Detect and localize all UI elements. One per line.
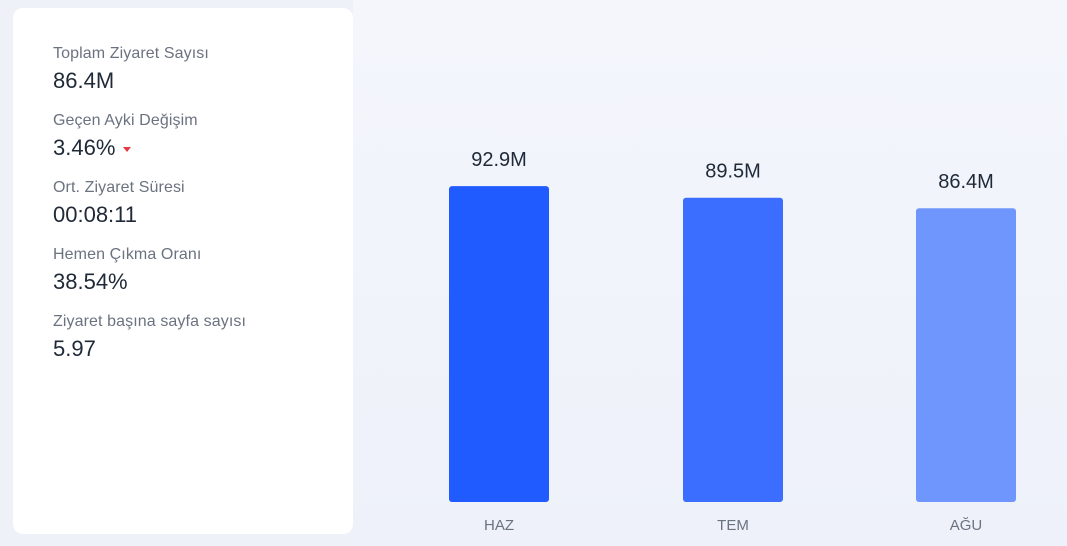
stat-value: 00:08:11 — [53, 200, 353, 230]
stat-label: Hemen Çıkma Oranı — [53, 246, 202, 263]
stat-monthly-change: Geçen Ayki Değişim 3.46% — [53, 111, 353, 163]
stat-label: Ort. Ziyaret Süresi — [53, 179, 185, 196]
stat-value: 38.54% — [53, 267, 353, 297]
stat-value-text: 86.4M — [53, 68, 115, 93]
stat-value-text: 5.97 — [53, 336, 96, 361]
stat-value-text: 38.54% — [53, 269, 128, 294]
stat-value: 5.97 — [53, 334, 353, 364]
stat-label: Ziyaret başına sayfa sayısı — [53, 313, 247, 330]
stat-pages-per-visit: Ziyaret başına sayfa sayısı 5.97 — [53, 312, 353, 364]
caret-down-icon — [123, 147, 132, 152]
bar-tem — [683, 197, 783, 502]
stat-value-text: 3.46% — [53, 135, 116, 160]
x-tick-label: TEM — [717, 517, 749, 534]
stat-avg-visit-duration: Ort. Ziyaret Süresi 00:08:11 — [53, 178, 353, 230]
bar-ağu — [916, 208, 1016, 503]
stat-value: 86.4M — [53, 66, 353, 96]
bar-haz — [449, 186, 549, 502]
stat-bounce-rate: Hemen Çıkma Oranı 38.54% — [53, 245, 353, 297]
data-label: 92.9M — [471, 149, 527, 171]
bar-chart-area: 92.9M HAZ 89.5M TEM 86.4M AĞU — [353, 0, 1067, 546]
stat-value-text: 00:08:11 — [53, 202, 138, 227]
data-label: 89.5M — [705, 161, 761, 183]
x-tick-label: HAZ — [484, 517, 514, 534]
data-label: 86.4M — [938, 171, 994, 193]
x-tick-label: AĞU — [950, 517, 983, 534]
stat-label: Geçen Ayki Değişim — [53, 112, 198, 129]
bar-chart: 92.9M HAZ 89.5M TEM 86.4M AĞU — [449, 149, 1016, 534]
stat-label: Toplam Ziyaret Sayısı — [53, 45, 209, 62]
stat-value: 3.46% — [53, 133, 353, 163]
stats-card: Toplam Ziyaret Sayısı 86.4M Geçen Ayki D… — [13, 8, 353, 534]
stat-total-visits: Toplam Ziyaret Sayısı 86.4M — [53, 44, 353, 96]
